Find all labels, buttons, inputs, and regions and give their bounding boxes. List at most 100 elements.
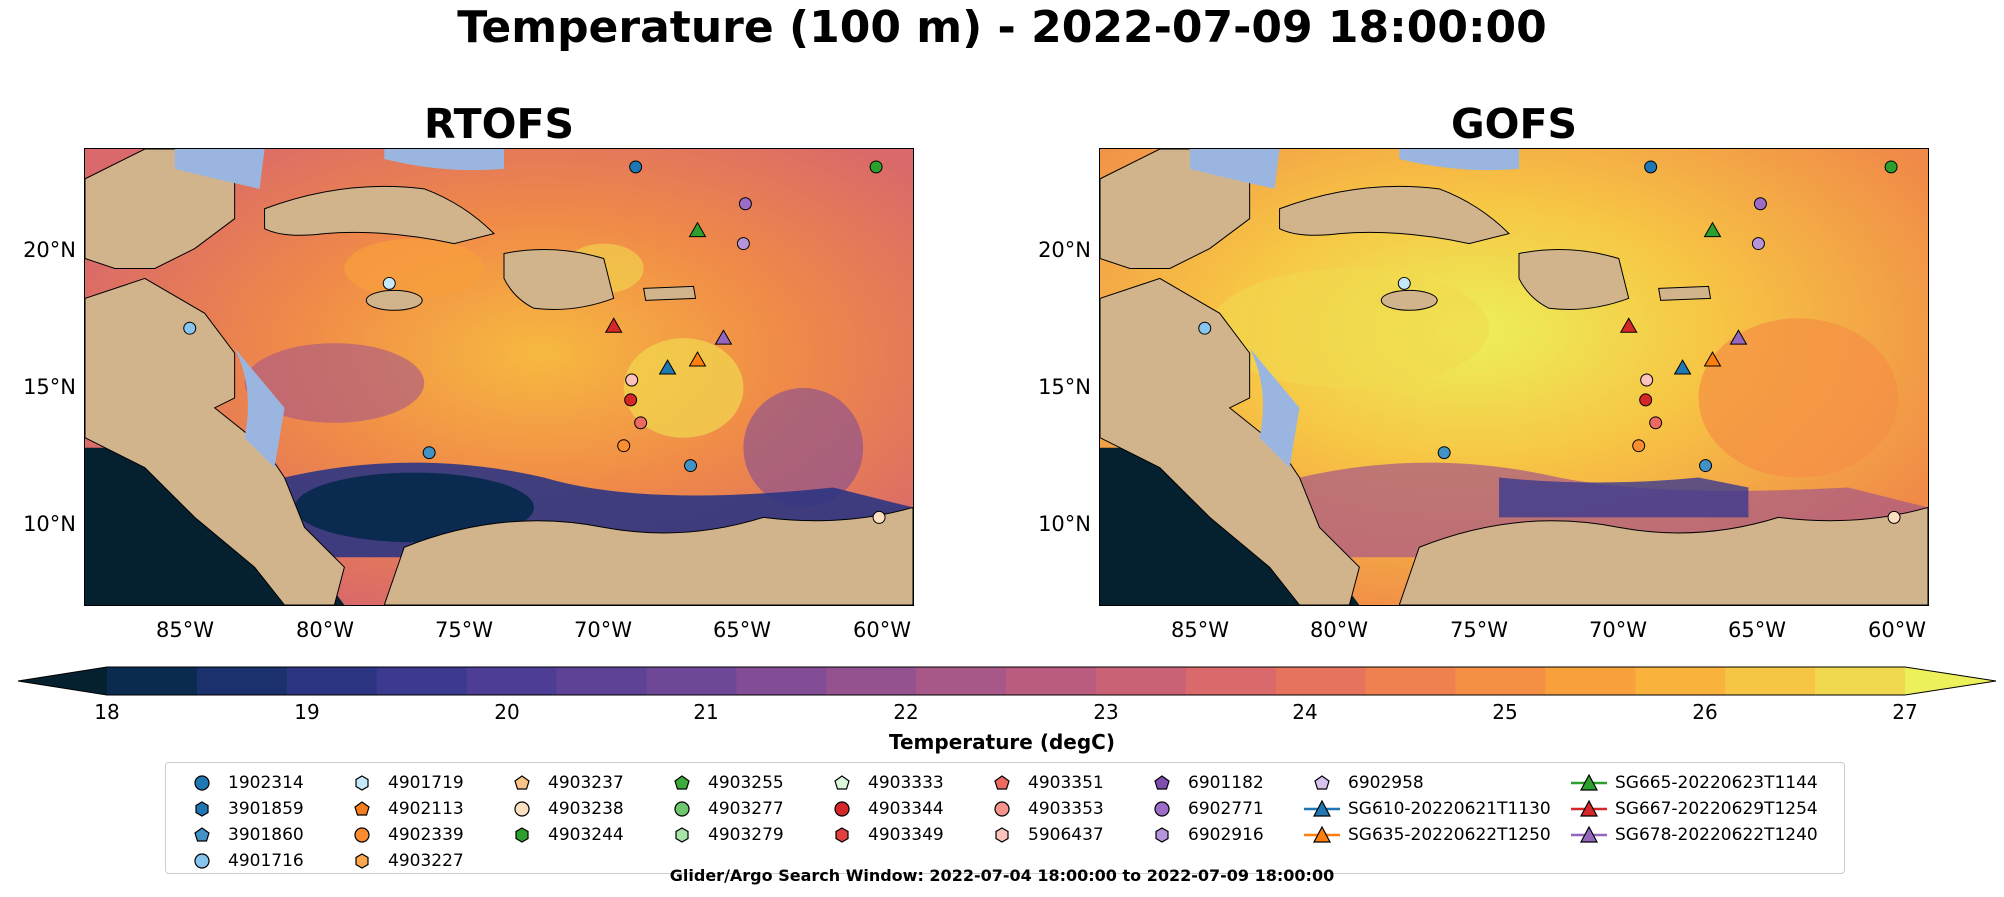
xtick-label: 80°W bbox=[1310, 618, 1368, 642]
legend-entry-label: 6902916 bbox=[1188, 825, 1264, 845]
map-rtofs[interactable] bbox=[84, 148, 914, 606]
colorbar-label: Temperature (degC) bbox=[889, 730, 1115, 754]
colorbar-segment bbox=[646, 667, 737, 695]
legend: 1902314 3901859 3901860 4901716 4901719 49021… bbox=[165, 762, 1845, 874]
xtick-label: 70°W bbox=[1589, 618, 1647, 642]
colorbar-segment bbox=[1365, 667, 1456, 695]
legend-marker-icon bbox=[514, 801, 530, 817]
xtick-label: 65°W bbox=[713, 618, 771, 642]
legend-marker-icon bbox=[1154, 801, 1170, 817]
colorbar-segment bbox=[376, 667, 468, 695]
legend-entry-label: 4903353 bbox=[1028, 799, 1104, 819]
legend-entry-label: 5906437 bbox=[1028, 825, 1104, 845]
legend-entry-label: 4903277 bbox=[708, 799, 784, 819]
colorbar-segment bbox=[107, 667, 198, 695]
colorbar-tick-label: 20 bbox=[494, 700, 520, 724]
legend-marker-icon bbox=[515, 827, 529, 843]
xtick-label: 85°W bbox=[156, 618, 214, 642]
colorbar-tick-label: 24 bbox=[1292, 700, 1318, 724]
colorbar-segment bbox=[916, 667, 1007, 695]
xtick-label: 70°W bbox=[574, 618, 632, 642]
legend-entry-label: 4901716 bbox=[228, 851, 304, 871]
colorbar-segment bbox=[1275, 667, 1367, 695]
colorbar-tick-label: 27 bbox=[1892, 700, 1918, 724]
colorbar-segment bbox=[286, 667, 378, 695]
legend-marker-icon bbox=[1154, 775, 1170, 790]
ytick-label: 15°N bbox=[23, 375, 76, 399]
legend-marker-icon bbox=[354, 827, 370, 843]
legend-marker-icon bbox=[1304, 799, 1340, 817]
legend-marker-icon bbox=[194, 775, 210, 791]
colorbar-segment bbox=[1095, 667, 1187, 695]
legend-entry-label: 4903238 bbox=[548, 799, 624, 819]
legend-marker-icon bbox=[355, 775, 369, 791]
colorbar-tick-label: 26 bbox=[1692, 700, 1718, 724]
colorbar-segment bbox=[196, 667, 288, 695]
legend-entry-label: 4903279 bbox=[708, 825, 784, 845]
ytick-label: 20°N bbox=[23, 238, 76, 262]
legend-entry-label: 4903244 bbox=[548, 825, 624, 845]
legend-marker-icon bbox=[355, 853, 369, 869]
legend-marker-icon bbox=[1571, 825, 1607, 843]
ytick-label: 10°N bbox=[1038, 512, 1091, 536]
map-gofs-canvas bbox=[1100, 149, 1928, 605]
legend-marker-icon bbox=[674, 801, 690, 817]
panel-title-rtofs: RTOFS bbox=[423, 100, 575, 148]
legend-entry-label: SG610-20220621T1130 bbox=[1348, 799, 1551, 819]
legend-marker-icon bbox=[1304, 825, 1340, 843]
legend-entry-label: SG635-20220622T1250 bbox=[1348, 825, 1551, 845]
legend-marker-icon bbox=[995, 827, 1009, 843]
legend-entry-label: 1902314 bbox=[228, 773, 304, 793]
legend-marker-icon bbox=[194, 853, 210, 869]
colorbar-tick-label: 25 bbox=[1492, 700, 1518, 724]
colorbar-tick-label: 19 bbox=[294, 700, 320, 724]
legend-entry-label: SG667-20220629T1254 bbox=[1615, 799, 1818, 819]
legend-marker-icon bbox=[834, 801, 850, 817]
ytick-label: 10°N bbox=[23, 512, 76, 536]
colorbar-segment bbox=[556, 667, 647, 695]
colorbar-segment bbox=[466, 667, 557, 695]
legend-marker-icon bbox=[994, 775, 1010, 790]
legend-entry-label: 6901182 bbox=[1188, 773, 1264, 793]
legend-entry-label: 4902339 bbox=[388, 825, 464, 845]
legend-marker-icon bbox=[1571, 799, 1607, 817]
panel-title-gofs: GOFS bbox=[1450, 100, 1578, 148]
legend-entry-label: 6902771 bbox=[1188, 799, 1264, 819]
map-rtofs-canvas bbox=[85, 149, 913, 605]
legend-marker-icon bbox=[514, 775, 530, 790]
legend-entry-label: 3901860 bbox=[228, 825, 304, 845]
legend-entry-label: 4903351 bbox=[1028, 773, 1104, 793]
colorbar-max-extension bbox=[1905, 667, 1996, 695]
legend-marker-icon bbox=[195, 801, 209, 817]
legend-entry-label: 4903349 bbox=[868, 825, 944, 845]
ytick-label: 15°N bbox=[1038, 375, 1091, 399]
xtick-label: 75°W bbox=[1450, 618, 1508, 642]
colorbar bbox=[17, 666, 1997, 696]
colorbar-segment bbox=[1185, 667, 1277, 695]
colorbar-segment bbox=[1455, 667, 1546, 695]
search-window-note: Glider/Argo Search Window: 2022-07-04 18… bbox=[669, 866, 1335, 885]
legend-marker-icon bbox=[674, 775, 690, 790]
legend-entry-label: SG665-20220623T1144 bbox=[1615, 773, 1818, 793]
xtick-label: 65°W bbox=[1728, 618, 1786, 642]
colorbar-segment bbox=[1635, 667, 1726, 695]
legend-entry-label: 4903333 bbox=[868, 773, 944, 793]
colorbar-tick-label: 21 bbox=[693, 700, 719, 724]
legend-marker-icon bbox=[194, 827, 210, 842]
legend-marker-icon bbox=[354, 801, 370, 816]
xtick-label: 85°W bbox=[1171, 618, 1229, 642]
colorbar-segment bbox=[1545, 667, 1636, 695]
legend-marker-icon bbox=[1314, 775, 1330, 790]
legend-entry-label: SG678-20220622T1240 bbox=[1615, 825, 1818, 845]
colorbar-tick-label: 23 bbox=[1093, 700, 1119, 724]
legend-entry-label: 4903255 bbox=[708, 773, 784, 793]
legend-marker-icon bbox=[835, 827, 849, 843]
legend-entry-label: 4903227 bbox=[388, 851, 464, 871]
ytick-label: 20°N bbox=[1038, 238, 1091, 262]
xtick-label: 60°W bbox=[853, 618, 911, 642]
map-gofs[interactable] bbox=[1099, 148, 1929, 606]
legend-entry-label: 6902958 bbox=[1348, 773, 1424, 793]
legend-marker-icon bbox=[675, 827, 689, 843]
legend-entry-label: 3901859 bbox=[228, 799, 304, 819]
legend-entry-label: 4903237 bbox=[548, 773, 624, 793]
